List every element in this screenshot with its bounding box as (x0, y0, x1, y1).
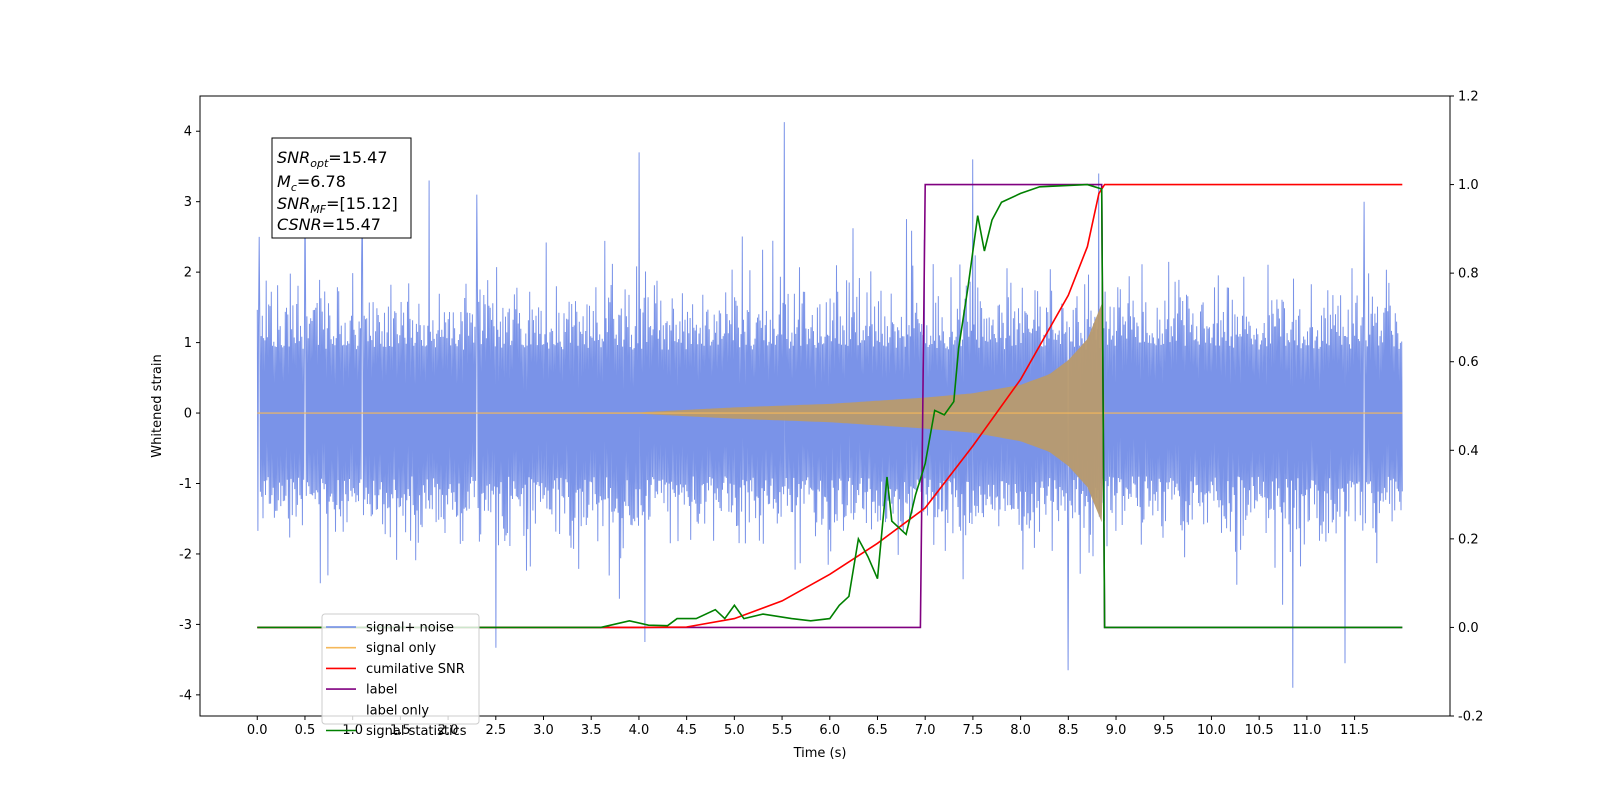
legend-entry: signal only (366, 641, 436, 656)
x-tick-label: 11.0 (1292, 723, 1321, 738)
y-tick-label: -1 (179, 477, 192, 492)
snr-mf-annotation: SNRMF=[15.12] (277, 194, 398, 216)
y-axis-ticks: -4 -3 -2 -1 0 1 2 3 4 (179, 125, 200, 703)
snr-opt-annotation: SNRopt=15.47 (277, 148, 388, 170)
x-tick-label: 10.5 (1245, 723, 1274, 738)
y2-tick-label: 0.6 (1458, 355, 1479, 370)
series-cumulative-snr-line (257, 183, 1403, 629)
x-tick-label: 3.0 (533, 723, 554, 738)
x-tick-label: 9.5 (1153, 723, 1174, 738)
csnr-annotation: CSNR=15.47 (277, 215, 381, 234)
x-tick-label: 9.0 (1106, 723, 1127, 738)
x-tick-label: 5.5 (772, 723, 793, 738)
x-tick-label: 5.0 (724, 723, 745, 738)
plot-frame (199, 95, 1451, 717)
y2-tick-label: 0.8 (1458, 267, 1479, 282)
y-tick-label: 3 (184, 195, 192, 210)
y-tick-label: -3 (179, 618, 192, 633)
x-tick-label: 8.0 (1010, 723, 1031, 738)
y2-tick-label: 0.4 (1458, 444, 1479, 459)
y2-tick-label: 0.2 (1458, 532, 1479, 547)
x-tick-label: 4.5 (676, 723, 697, 738)
x-tick-label: 1.5 (390, 723, 411, 738)
x-tick-label: 7.0 (915, 723, 936, 738)
x-tick-label: 2.5 (485, 723, 506, 738)
x-tick-label: 8.5 (1058, 723, 1079, 738)
x-tick-label: 3.5 (581, 723, 602, 738)
x-axis-label: Time (s) (793, 746, 847, 761)
y2-tick-label: 1.2 (1458, 90, 1479, 105)
y-tick-label: 0 (184, 407, 192, 422)
legend-entry: signal statistics (366, 724, 467, 739)
series-signal-statistics-line (257, 183, 1403, 629)
y2-tick-label: 0.0 (1458, 621, 1479, 636)
y-tick-label: 1 (184, 336, 192, 351)
legend-entry: signal+ noise (366, 621, 454, 636)
y-tick-label: -4 (179, 688, 192, 703)
y2-axis-ticks: -0.2 0.0 0.2 0.4 0.6 0.8 1.0 1.2 (1450, 90, 1483, 725)
y-tick-label: 2 (184, 266, 192, 281)
legend-entry-label-only: label only (366, 703, 429, 718)
x-tick-label: 4.0 (629, 723, 650, 738)
x-tick-label: 6.5 (867, 723, 888, 738)
x-tick-label: 6.0 (819, 723, 840, 738)
x-tick-label: 0.0 (247, 723, 268, 738)
mc-annotation: Mc=6.78 (277, 172, 346, 194)
y-axis-label: Whitened strain (150, 354, 165, 457)
annotation-box: SNRopt=15.47 Mc=6.78 SNRMF=[15.12] CSNR=… (271, 137, 412, 239)
legend: signal+ noise signal only cumilative SNR la… (321, 613, 480, 739)
x-tick-label: 10.0 (1197, 723, 1226, 738)
x-tick-label: 0.5 (295, 723, 316, 738)
series-layer (256, 122, 1403, 688)
y2-tick-label: -0.2 (1458, 710, 1483, 725)
y2-tick-label: 1.0 (1458, 178, 1479, 193)
x-tick-label: 11.5 (1340, 723, 1369, 738)
y-tick-label: -2 (179, 547, 192, 562)
x-axis-ticks: 0.0 0.5 1.0 1.5 2.0 2.5 3.0 3.5 4.0 4.5 5.0 5.5 6.0 6… (247, 716, 1369, 738)
legend-entry: cumilative SNR (366, 662, 465, 677)
x-tick-label: 7.5 (963, 723, 984, 738)
x-tick-label: 2.0 (438, 723, 459, 738)
y-tick-label: 4 (184, 125, 192, 140)
legend-entry: label (366, 683, 397, 698)
